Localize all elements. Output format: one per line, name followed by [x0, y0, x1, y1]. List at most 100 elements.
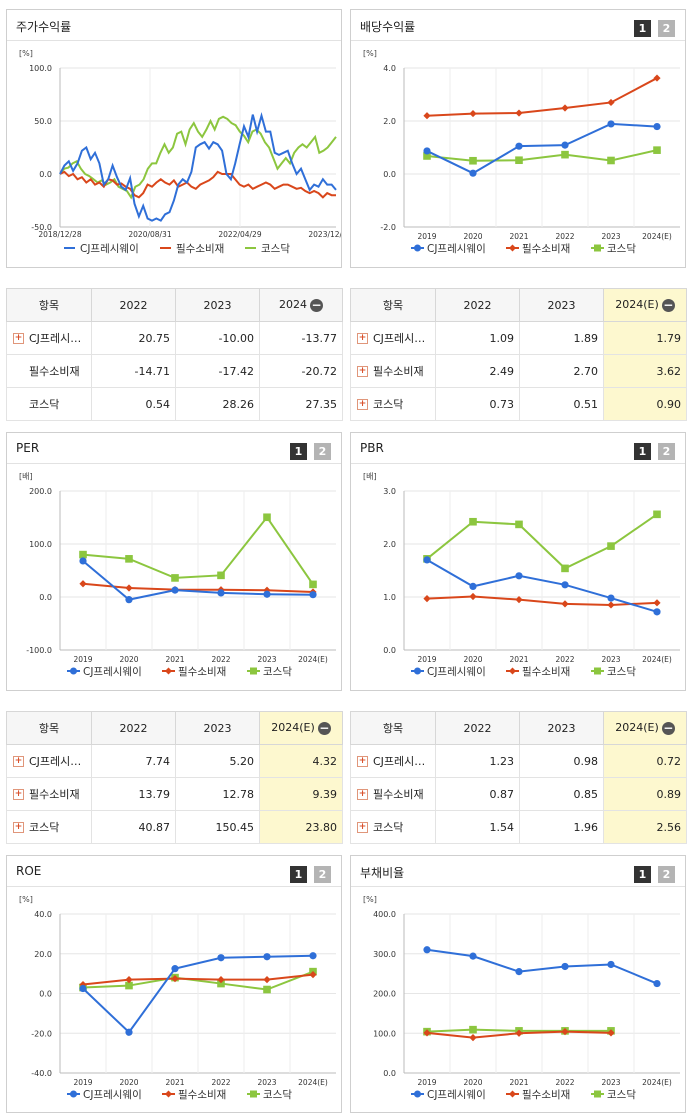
page-2-button[interactable]: 2	[658, 443, 675, 460]
table-cell: -10.00	[175, 321, 260, 355]
column-header: 2022	[91, 288, 176, 322]
collapse-icon[interactable]: −	[661, 297, 675, 312]
data-point	[423, 946, 431, 954]
unit-label: [%]	[363, 49, 377, 58]
row-label: + 필수소비재	[350, 777, 436, 811]
debt-title: 부채비율	[360, 866, 405, 880]
x-tick-label: 2024(E)	[642, 655, 672, 664]
x-tick-label: 2023	[601, 1078, 620, 1087]
expand-plus-icon[interactable]: +	[13, 755, 24, 767]
table-row: + CJ프레시… 1.23 0.98 0.72	[350, 744, 687, 778]
collapse-icon[interactable]: −	[310, 297, 323, 312]
row-label: + 필수소비재	[350, 354, 436, 388]
expand-plus-icon[interactable]: +	[13, 332, 24, 344]
table-cell: 1.96	[519, 810, 604, 844]
row-label: + CJ프레시…	[350, 744, 436, 778]
dividend-title: 배당수익률	[360, 20, 416, 34]
stock-return-panel: 주가수익률 [%] 100.0 50.0 0.0 -50.0 2018/12/28 2020…	[6, 9, 342, 268]
legend-label: 코스닥	[607, 243, 636, 255]
expand-plus-icon[interactable]: +	[357, 755, 368, 767]
legend-marker	[509, 1090, 516, 1098]
per-chart: [배] 200.0 100.0 0.0 -100.0 2019 2020 2021 2022 20…	[19, 472, 336, 678]
data-point	[263, 513, 271, 522]
page-1-button[interactable]: 1	[634, 20, 651, 37]
expand-plus-icon[interactable]: +	[13, 821, 24, 833]
legend-label: 코스닥	[261, 243, 290, 255]
table-cell: 1.23	[435, 744, 520, 778]
x-tick-label: 2023/12/28	[308, 230, 341, 239]
data-point	[653, 979, 661, 988]
pbr-chart: [배] 3.0 2.0 1.0 0.0 2019 2020 2021 2022 2023 2024(…	[363, 472, 680, 678]
data-point	[653, 599, 661, 607]
expand-plus-icon[interactable]: +	[357, 788, 368, 800]
legend-marker	[414, 667, 421, 675]
table-cell: 1.09	[435, 321, 520, 355]
y-tick-label: 0.0	[383, 1069, 396, 1078]
data-point	[515, 572, 523, 580]
legend-marker	[165, 1090, 172, 1098]
data-point	[561, 1028, 569, 1036]
expand-plus-icon[interactable]: +	[13, 788, 24, 800]
x-tick-label: 2022	[555, 1078, 574, 1087]
table-cell: 3.62	[603, 354, 687, 388]
data-point	[79, 580, 87, 588]
column-header: 항목	[350, 288, 436, 322]
x-tick-label: 2022	[555, 232, 574, 241]
collapse-icon[interactable]: −	[661, 720, 675, 735]
page-1-button[interactable]: 1	[634, 443, 651, 460]
page-1-button[interactable]: 1	[290, 443, 307, 460]
y-tick-label: 2.0	[383, 540, 396, 549]
legend-marker	[250, 667, 257, 675]
x-tick-label: 2019	[417, 1078, 436, 1087]
legend-marker	[594, 1090, 601, 1098]
page-2-button[interactable]: 2	[314, 443, 331, 460]
per-table: 항목 2022 2023 2024(E) − + CJ프레시… 7.74 5.20 4.32 + 필수…	[6, 711, 343, 844]
data-point	[561, 141, 569, 149]
page-1-button[interactable]: 1	[290, 866, 307, 883]
table-cell: 0.90	[603, 387, 687, 421]
expand-plus-icon[interactable]: +	[357, 398, 368, 410]
page-1-button[interactable]: 1	[634, 866, 651, 883]
series-line	[82, 970, 314, 991]
legend-label: CJ프레시웨이	[427, 243, 486, 255]
page-2-button[interactable]: 2	[658, 866, 675, 883]
roe-chart: [%]40.0 20.0 0.0 -20.0 -40.0 2019 2020 2021 2022…	[19, 895, 336, 1101]
data-point	[79, 984, 87, 993]
collapse-icon[interactable]: −	[317, 720, 331, 735]
table-cell: 0.87	[435, 777, 520, 811]
data-point	[79, 550, 87, 559]
expand-plus-icon[interactable]: +	[357, 821, 368, 833]
data-point	[561, 150, 569, 159]
table-cell: 9.39	[259, 777, 343, 811]
data-point	[125, 584, 133, 592]
data-point	[309, 952, 317, 960]
data-point	[607, 594, 615, 602]
x-tick-label: 2023	[257, 655, 276, 664]
unit-label: [배]	[19, 472, 33, 481]
series-line	[426, 559, 658, 613]
x-tick-label: 2023	[601, 232, 620, 241]
data-point	[561, 600, 569, 608]
page-2-button[interactable]: 2	[658, 20, 675, 37]
expand-plus-icon[interactable]: +	[357, 365, 368, 377]
series-line	[426, 513, 658, 570]
x-tick-label: 2020/08/31	[128, 230, 171, 239]
unit-label: [%]	[19, 49, 33, 58]
y-tick-label: -20.0	[31, 1029, 52, 1038]
data-point	[653, 608, 661, 616]
page-2-button[interactable]: 2	[314, 866, 331, 883]
series-line	[82, 515, 314, 585]
y-tick-label: 100.0	[29, 540, 52, 549]
table-cell: 27.35	[259, 387, 343, 421]
y-tick-label: 400.0	[373, 910, 396, 919]
data-point	[423, 112, 431, 120]
data-point	[469, 517, 477, 526]
expand-plus-icon[interactable]: +	[357, 332, 368, 344]
table-row: 필수소비재 -14.71 -17.42 -20.72	[6, 354, 343, 388]
data-point	[515, 142, 523, 150]
column-header: 2022	[435, 711, 520, 745]
